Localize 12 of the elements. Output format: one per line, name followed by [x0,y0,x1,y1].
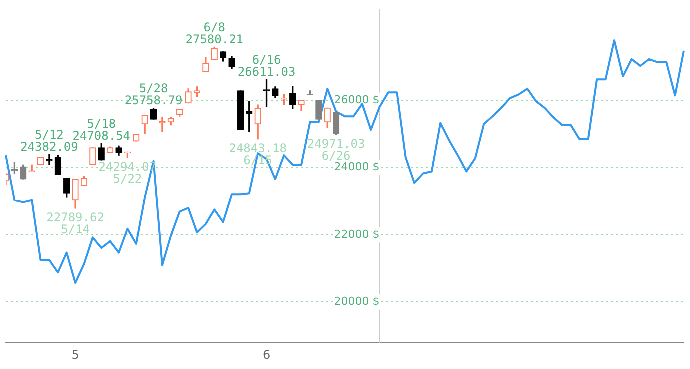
y-tick-label: 20000 $ [334,295,380,308]
annotation: 6/8 27580.21 [186,20,244,46]
x-tick-label: 6 [262,348,271,362]
y-tick-label: 22000 $ [334,228,380,241]
annotation: 6/16 26611.03 [238,52,296,79]
y-tick-label: 24000 $ [334,160,380,174]
annotation: 5/28 25758.79 [124,82,183,108]
y-tick-label: 26000 $ [334,93,380,106]
annotation: 5/18 24708.54 [72,116,131,143]
annotation: 22789.62 5/14 [46,210,104,236]
x-tick-label: 5 [72,348,80,362]
annotation: 24971.03 6/26 [307,137,366,164]
